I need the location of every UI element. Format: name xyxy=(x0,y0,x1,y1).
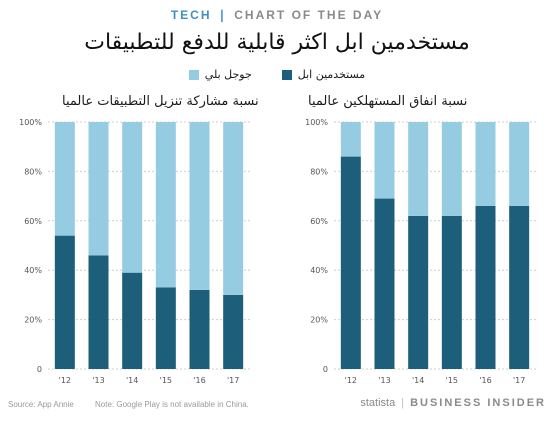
right-chart-bar-apple xyxy=(408,215,429,369)
right-chart-ytick-label: 60% xyxy=(310,217,328,226)
right-chart-ytick-label: 0 xyxy=(323,365,328,374)
right-chart-subtitle: نسبة انفاق المستهلكين عالميا xyxy=(308,94,468,109)
tag-separator: ❘ xyxy=(216,8,229,22)
right-chart-bar-apple xyxy=(509,205,530,369)
right-chart-bar-google xyxy=(475,122,496,206)
legend-swatch-apple xyxy=(281,69,292,80)
left-chart-ytick-label: 80% xyxy=(24,167,42,176)
right-chart-bar-apple xyxy=(441,215,462,369)
right-chart-xtick-label: '14 xyxy=(412,376,424,385)
source-note: Source: App Annie xyxy=(8,400,74,409)
right-chart-xtick-label: '13 xyxy=(378,376,390,385)
left-chart-bar-google xyxy=(189,122,210,290)
left-chart-ytick-label: 40% xyxy=(24,266,42,275)
left-chart-xtick-label: '14 xyxy=(126,376,138,385)
right-chart-bar-apple xyxy=(475,205,496,369)
left-chart-xtick-label: '15 xyxy=(160,376,172,385)
right-chart-bar-google xyxy=(441,122,462,216)
business-insider-logo: BUSINESS INSIDER xyxy=(410,397,546,409)
right-chart-bar-google xyxy=(408,122,429,216)
left-chart-bar-apple xyxy=(54,235,75,369)
left-chart-bar-apple xyxy=(223,294,244,369)
right-chart-ytick-label: 40% xyxy=(310,266,328,275)
left-chart-bar-google xyxy=(223,122,244,295)
tag-chart-of-the-day: CHART OF THE DAY xyxy=(234,8,384,22)
legend-item-google: جوجل بلي xyxy=(188,68,252,81)
legend-item-apple: مستخدمين ابل xyxy=(281,68,366,81)
right-chart-bar-apple xyxy=(340,156,361,369)
legend-label-apple: مستخدمين ابل xyxy=(297,68,366,81)
right-chart-xtick-label: '16 xyxy=(479,376,491,385)
left-chart-xtick-label: '13 xyxy=(92,376,104,385)
tag-tech: TECH xyxy=(170,8,212,22)
left-chart-ytick-label: 60% xyxy=(24,217,42,226)
right-chart-bar-apple xyxy=(374,198,395,369)
legend-label-google: جوجل بلي xyxy=(204,68,252,81)
left-chart-xtick-label: '17 xyxy=(227,376,239,385)
left-chart-ytick-label: 20% xyxy=(24,316,42,325)
footnote: Note: Google Play is not available in Ch… xyxy=(95,400,249,409)
brand-footer: statista | BUSINESS INSIDER xyxy=(360,397,546,409)
right-chart-ytick-label: 80% xyxy=(310,167,328,176)
left-chart-subtitle: نسبة مشاركة تنزيل التطبيقات عالميا xyxy=(62,94,259,109)
chart-title: مستخدمين ابل اكثر قابلية للدفع للتطبيقات xyxy=(84,30,470,55)
right-chart-ytick-label: 100% xyxy=(305,118,328,127)
left-chart-bar-apple xyxy=(155,287,176,369)
left-chart-bar-google xyxy=(54,122,75,236)
legend-swatch-google xyxy=(188,69,199,80)
left-chart-bar-google xyxy=(88,122,109,256)
left-chart-bar-apple xyxy=(189,289,210,369)
right-chart-xtick-label: '17 xyxy=(513,376,525,385)
left-chart-bar-google xyxy=(122,122,143,273)
legend: جوجل بلي مستخدمين ابل xyxy=(0,68,554,81)
right-chart-xtick-label: '15 xyxy=(446,376,458,385)
right-chart-bar-google xyxy=(340,122,361,157)
left-chart-ytick-label: 0 xyxy=(37,365,42,374)
chart-of-the-day-tag: TECH ❘ CHART OF THE DAY xyxy=(0,8,554,22)
right-chart-xtick-label: '12 xyxy=(345,376,357,385)
left-chart-bar-apple xyxy=(88,255,109,369)
right-chart-bar-google xyxy=(374,122,395,199)
right-chart-ytick-label: 20% xyxy=(310,316,328,325)
left-chart-ytick-label: 100% xyxy=(19,118,42,127)
left-chart-xtick-label: '12 xyxy=(59,376,71,385)
brand-divider: | xyxy=(401,397,405,409)
left-chart-xtick-label: '16 xyxy=(193,376,205,385)
right-chart-bar-google xyxy=(509,122,530,206)
left-chart: 0 20% 40% 60% 80% 100% '12 '13 '14 '15 '16 '17 xyxy=(19,118,250,385)
left-chart-bar-apple xyxy=(122,272,143,369)
right-chart: 0 20% 40% 60% 80% 100% '12 '13 '14 '15 '16 '17 xyxy=(305,118,536,385)
statista-logo: statista xyxy=(360,397,396,409)
left-chart-bar-google xyxy=(155,122,176,288)
